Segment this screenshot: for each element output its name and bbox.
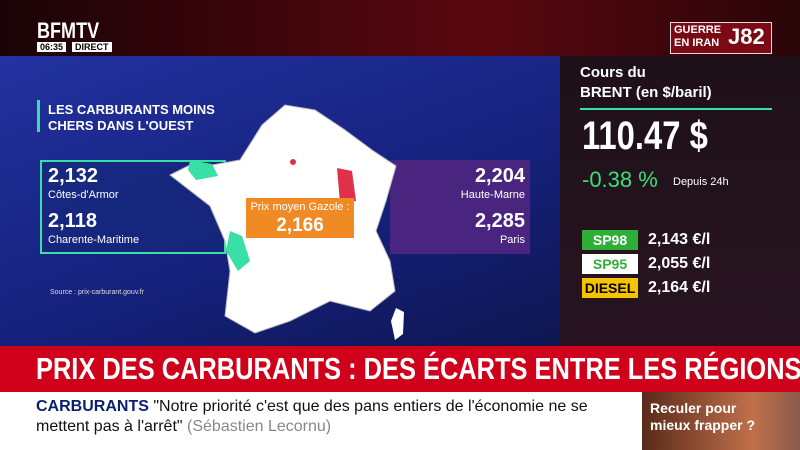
- region-paris: [290, 159, 296, 165]
- region-haute-marne: [337, 168, 356, 203]
- promo-image: [642, 392, 800, 450]
- region: Paris: [499, 234, 525, 246]
- ticker-band: [0, 392, 642, 450]
- brent-rule: [580, 108, 772, 110]
- title-accent: [37, 100, 40, 132]
- panel-title: LES CARBURANTS MOINS CHERS DANS L'OUEST: [48, 102, 215, 133]
- region: Côtes-d'Armor: [48, 189, 119, 201]
- live-label: DIRECT: [72, 42, 112, 52]
- brent-price: 110.47 $: [582, 114, 708, 158]
- logo: BFMTV: [37, 18, 100, 43]
- region: Charente-Maritime: [48, 234, 140, 246]
- price: 2,118: [48, 210, 97, 232]
- brent-period: Depuis 24h: [673, 176, 729, 188]
- ticker-topic: CARBURANTS: [36, 398, 149, 415]
- average-price: 2,166: [276, 215, 324, 236]
- fuel-name: SP95: [582, 254, 638, 274]
- average-label: Prix moyen Gazole :: [250, 201, 350, 213]
- brent-title: BRENT (en $/baril): [580, 84, 712, 101]
- region-cotes-armor: [188, 160, 218, 180]
- corsica: [391, 308, 404, 340]
- fuel-price: 2,143 €/l: [648, 231, 711, 248]
- brent-title: Cours du: [580, 64, 646, 81]
- region-charente: [226, 231, 250, 271]
- source: Source : prix-carburant.gouv.fr: [50, 289, 145, 296]
- time: 06:35: [37, 42, 67, 52]
- price: 2,132: [48, 165, 99, 187]
- fuel-name: DIESEL: [582, 278, 638, 298]
- average-box: [246, 198, 354, 238]
- ticker: CARBURANTS "Notre priorité c'est que des…: [36, 397, 636, 437]
- brent-change: -0.38 %: [582, 167, 658, 192]
- headline: PRIX DES CARBURANTS : DES ÉCARTS ENTRE L…: [36, 351, 800, 386]
- top-bar: [0, 0, 800, 56]
- fuel-name: SP98: [582, 230, 638, 250]
- ticker-author: (Sébastien Lecornu): [187, 418, 332, 435]
- ticker-quote: "Notre priorité c'est que des pans entie…: [36, 398, 588, 435]
- price: 2,285: [474, 210, 525, 232]
- promo-text: Reculer pour mieux frapper ?: [650, 400, 756, 433]
- fuel-price: 2,164 €/l: [648, 279, 711, 296]
- price: 2,204: [474, 165, 525, 187]
- headline-band: [0, 346, 800, 392]
- expensive-box: [390, 160, 530, 254]
- region: Haute-Marne: [460, 189, 525, 201]
- fuel-price: 2,055 €/l: [648, 255, 711, 272]
- tag-day: J82: [728, 24, 765, 49]
- tag: GUERRE EN IRAN: [674, 24, 722, 49]
- tag-box: [670, 22, 772, 54]
